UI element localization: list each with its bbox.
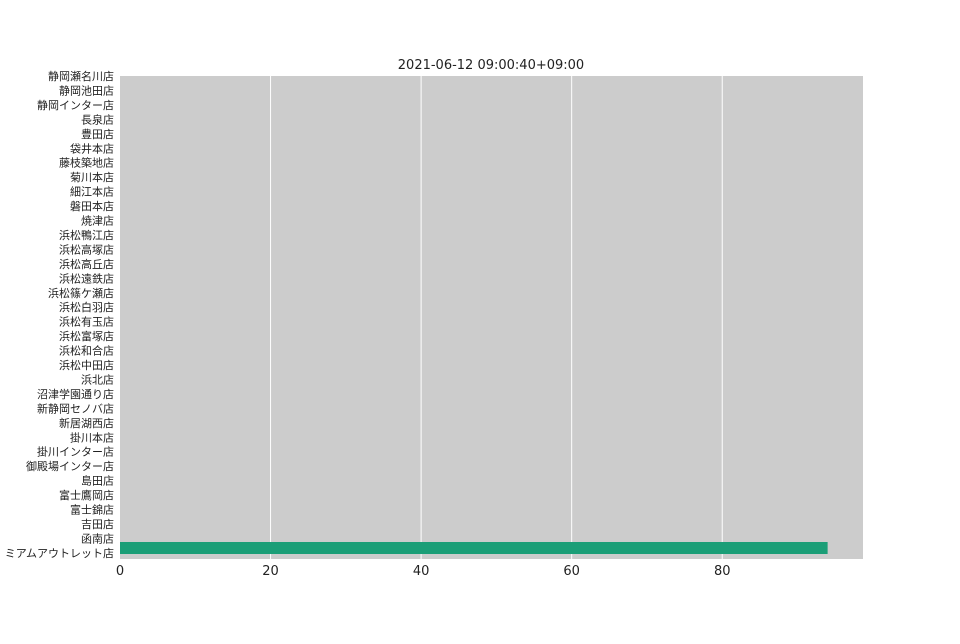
x-tick-label: 60 <box>563 564 580 579</box>
plot-area <box>120 76 863 559</box>
x-tick-label: 20 <box>262 564 279 579</box>
y-tick-label: 新静岡セノバ店 <box>37 401 114 415</box>
y-tick-label: 掛川本店 <box>70 430 114 444</box>
y-tick-label: 新居湖西店 <box>59 416 114 430</box>
y-tick-label: 浜松遠鉄店 <box>59 271 114 285</box>
y-tick-label: 浜松高塚店 <box>59 242 114 256</box>
bar <box>120 542 828 554</box>
y-tick-label: 浜松中田店 <box>59 358 114 372</box>
y-tick-label: 御殿場インター店 <box>26 459 114 473</box>
y-tick-label: 静岡瀬名川店 <box>48 69 114 83</box>
y-tick-label: 豊田店 <box>81 127 114 141</box>
y-tick-label: 富士鷹岡店 <box>59 488 114 502</box>
x-tick-labels: 0 20 40 60 80 <box>116 564 731 579</box>
y-tick-label: 浜北店 <box>81 372 114 386</box>
y-tick-label: 磐田本店 <box>70 199 114 213</box>
x-tick-label: 0 <box>116 564 124 579</box>
y-tick-labels: 静岡瀬名川店静岡池田店静岡インター店長泉店豊田店袋井本店藤枝築地店菊川本店細江本… <box>5 69 114 560</box>
y-tick-label: ミアムアウトレット店 <box>5 546 114 560</box>
chart-title: 2021-06-12 09:00:40+09:00 <box>398 58 584 73</box>
y-tick-label: 焼津店 <box>81 214 114 228</box>
y-tick-label: 長泉店 <box>81 112 114 126</box>
y-tick-label: 吉田店 <box>81 517 114 531</box>
y-tick-label: 浜松高丘店 <box>59 257 114 271</box>
x-tick-label: 80 <box>714 564 731 579</box>
y-tick-label: 浜松鴨江店 <box>59 228 114 242</box>
y-tick-label: 静岡インター店 <box>37 98 114 112</box>
y-tick-label: 函南店 <box>81 531 114 545</box>
y-tick-label: 藤枝築地店 <box>59 156 114 170</box>
y-tick-label: 浜松白羽店 <box>59 300 114 314</box>
y-tick-label: 浜松篠ケ瀬店 <box>48 286 114 300</box>
y-tick-label: 静岡池田店 <box>59 83 114 97</box>
y-tick-label: 島田店 <box>81 474 114 488</box>
x-tick-label: 40 <box>413 564 430 579</box>
y-tick-label: 掛川インター店 <box>37 445 114 459</box>
y-tick-label: 沼津学園通り店 <box>37 387 114 401</box>
gridlines <box>270 76 723 559</box>
y-tick-label: 袋井本店 <box>70 141 114 155</box>
y-tick-label: 菊川本店 <box>70 170 114 184</box>
y-tick-label: 富士錦店 <box>70 503 114 517</box>
y-tick-label: 浜松富塚店 <box>59 329 114 343</box>
bars <box>120 542 828 554</box>
y-tick-label: 浜松有玉店 <box>59 315 114 329</box>
y-tick-label: 細江本店 <box>70 185 114 199</box>
y-tick-label: 浜松和合店 <box>59 344 114 358</box>
